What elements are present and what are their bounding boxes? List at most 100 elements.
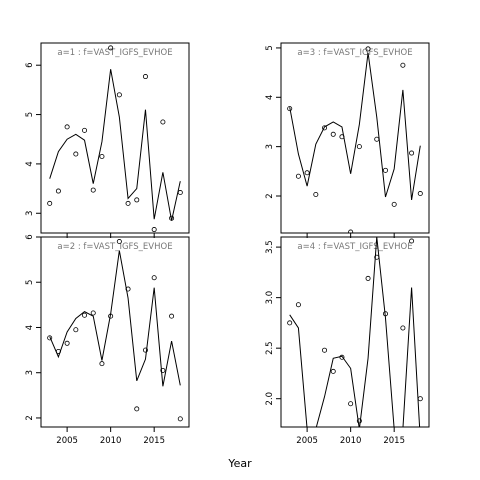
observed-point	[322, 347, 328, 353]
y-tick-label: 2	[25, 415, 35, 420]
panel-title: a=1 : f=VAST_IGFS_EVHOE	[57, 48, 172, 58]
observed-point	[108, 313, 114, 319]
plot-area	[47, 45, 183, 233]
y-tick-label: 2	[265, 193, 275, 198]
observed-point	[339, 354, 345, 360]
panel-title: a=3 : f=VAST_IGFS_EVHOE	[297, 48, 412, 58]
observed-point	[108, 45, 114, 51]
observed-point	[409, 238, 415, 244]
observed-point	[295, 302, 301, 308]
plot-area	[47, 239, 183, 422]
observed-point	[151, 275, 157, 281]
observed-point	[330, 368, 336, 374]
observed-point	[160, 119, 166, 125]
observed-point	[125, 200, 131, 206]
x-axis-label: Year	[228, 457, 252, 470]
observed-point	[314, 447, 318, 451]
observed-point	[409, 150, 415, 156]
y-tick-label: 5	[265, 45, 275, 50]
observed-point	[134, 197, 140, 203]
observed-point	[356, 418, 362, 424]
panel-3: 2 3 4 5 6 2005 2010 2015 a=2 : f=VAST_IGFS_EVHOE	[25, 234, 190, 446]
observed-point	[47, 335, 53, 341]
x-tick-label: 2005	[56, 436, 78, 446]
observed-point	[313, 192, 319, 198]
observed-point	[400, 62, 406, 68]
observed-point	[142, 347, 148, 353]
observed-point	[64, 340, 70, 346]
plot-frame	[40, 42, 190, 234]
observed-point	[348, 401, 354, 407]
x-tick-label: 2015	[383, 436, 405, 446]
observed-point	[287, 106, 293, 112]
y-tick-label: 3.5	[265, 240, 275, 254]
fitted-line	[49, 250, 181, 387]
y-tick-label: 3	[265, 144, 275, 149]
panel-2: 2 3 4 5 a=3 : f=VAST_IGFS_EVHOE	[265, 42, 430, 238]
panel-title: a=4 : f=VAST_IGFS_EVHOE	[297, 242, 412, 252]
observed-point	[391, 201, 397, 207]
y-tick-label: 4	[25, 325, 35, 330]
observed-point	[295, 173, 301, 179]
plot-area	[287, 237, 423, 451]
y-tick-label: 4	[25, 161, 35, 166]
observed-point	[169, 215, 175, 221]
y-tick-label: 3	[25, 211, 35, 216]
fitted-line	[289, 237, 421, 427]
observed-point	[374, 254, 380, 260]
observed-point	[305, 447, 309, 451]
observed-point	[64, 124, 70, 130]
plot-frame	[40, 236, 190, 428]
observed-point	[82, 312, 88, 318]
observed-point	[330, 131, 336, 137]
y-tick-label: 4	[265, 95, 275, 100]
panel-1: 3 4 5 6 a=1 : f=VAST_IGFS_EVHOE	[25, 42, 190, 238]
observed-point	[116, 92, 122, 98]
observed-point	[169, 313, 175, 319]
observed-point	[134, 406, 140, 412]
fitted-line	[289, 52, 421, 201]
observed-point	[382, 167, 388, 173]
plot-frame	[280, 236, 430, 428]
observed-point	[177, 416, 183, 422]
plot-area	[287, 46, 423, 233]
observed-point	[116, 239, 122, 245]
observed-point	[177, 190, 183, 196]
observed-point	[73, 327, 79, 333]
observed-point	[365, 275, 371, 281]
observed-point	[90, 310, 96, 316]
observed-point	[304, 170, 310, 176]
observed-point	[374, 136, 380, 142]
observed-point	[73, 151, 79, 157]
observed-point	[142, 74, 148, 80]
observed-point	[392, 447, 396, 451]
observed-point	[417, 396, 423, 402]
observed-point	[90, 187, 96, 193]
observed-point	[151, 227, 157, 233]
observed-point	[417, 191, 423, 197]
x-tick-label: 2010	[340, 436, 362, 446]
y-tick-label: 3.0	[265, 291, 275, 305]
observed-point	[365, 46, 371, 52]
observed-point	[322, 125, 328, 131]
observed-point	[160, 367, 166, 373]
y-tick-label: 5	[25, 280, 35, 285]
y-tick-label: 2.5	[265, 341, 275, 355]
plot-frame	[280, 42, 430, 234]
observed-point	[356, 144, 362, 150]
y-tick-label: 2.0	[265, 392, 275, 406]
x-tick-label: 2010	[100, 436, 122, 446]
y-tick-label: 6	[25, 234, 35, 239]
y-tick-label: 3	[25, 370, 35, 375]
y-tick-label: 5	[25, 112, 35, 117]
observed-point	[99, 154, 105, 160]
observed-point	[287, 320, 293, 326]
observed-point	[382, 311, 388, 317]
observed-point	[47, 200, 53, 206]
observed-point	[125, 286, 131, 292]
x-tick-label: 2015	[143, 436, 165, 446]
observed-point	[348, 229, 354, 233]
y-tick-label: 6	[25, 62, 35, 67]
observed-point	[339, 134, 345, 140]
